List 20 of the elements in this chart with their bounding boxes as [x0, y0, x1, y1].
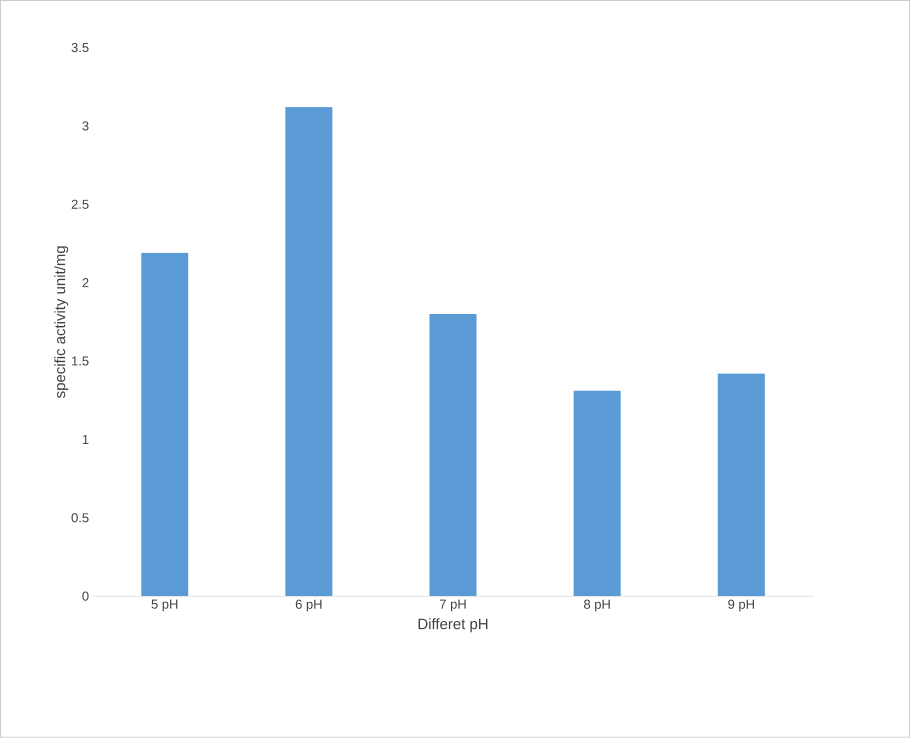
x-axis-title: Differet pH — [418, 618, 488, 632]
bar — [718, 374, 765, 596]
y-tick-label: 0 — [82, 592, 89, 601]
y-tick-label: 3.5 — [72, 43, 89, 52]
bar — [429, 314, 477, 596]
x-tick-label: 7 pH — [440, 600, 466, 612]
bar — [141, 252, 188, 596]
y-axis-title: specific activity unit/mg — [54, 246, 68, 398]
bar — [285, 107, 332, 596]
y-tick-label: 3 — [82, 121, 89, 131]
y-tick-label: 0.5 — [72, 513, 89, 522]
x-tick-label: 6 pH — [296, 600, 322, 612]
x-tick-label: 8 pH — [584, 600, 610, 612]
bar — [574, 390, 621, 596]
y-tick-label: 2 — [82, 278, 88, 288]
y-tick-label: 2.5 — [72, 200, 89, 209]
x-tick-label: 9 pH — [728, 600, 754, 612]
y-tick-label: 1 — [82, 435, 88, 444]
x-tick-label: 5 pH — [152, 600, 178, 612]
y-tick-label: 1.5 — [72, 356, 89, 366]
